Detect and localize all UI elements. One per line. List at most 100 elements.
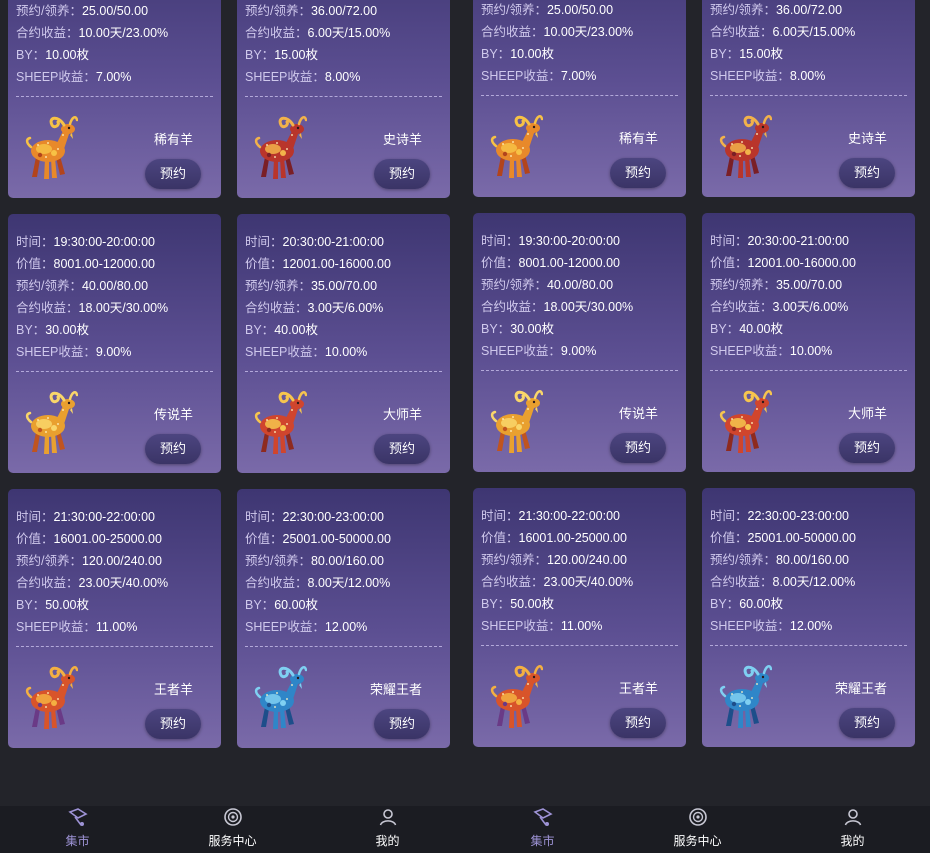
tab-profile[interactable]: 我的 <box>310 806 465 853</box>
by-value: 15.00枚 <box>274 48 318 62</box>
time-value: 21:30:00-22:00:00 <box>53 510 155 524</box>
reserve-button[interactable]: 预约 <box>374 159 430 189</box>
reserve-button[interactable]: 预约 <box>145 434 201 464</box>
contract-label: 合约收益： <box>710 25 773 39</box>
time-label: 时间： <box>481 234 519 248</box>
value-row: 价值：25001.00-50000.00 <box>245 528 442 550</box>
dashed-divider <box>481 645 678 646</box>
reserve-label: 预约/领养： <box>16 554 82 568</box>
contract-value: 3.00天/6.00% <box>772 300 849 314</box>
value-label: 价值： <box>710 531 748 545</box>
by-value: 30.00枚 <box>510 322 554 336</box>
sheep-card: 时间： 价值： 预约/领养：36.00/72.00 合约收益：6.00天/15.… <box>702 0 915 197</box>
contract-value: 18.00天/30.00% <box>78 301 169 315</box>
reserve-button[interactable]: 预约 <box>610 708 666 738</box>
contract-label: 合约收益： <box>481 575 544 589</box>
by-value: 15.00枚 <box>739 47 783 61</box>
time-label: 时间： <box>710 234 748 248</box>
reserve-value: 80.00/160.00 <box>310 554 384 568</box>
tab-service-center[interactable]: 服务中心 <box>620 806 775 853</box>
sheep-row: SHEEP收益：11.00% <box>16 616 213 638</box>
card-info: 时间：21:30:00-22:00:00 价值：16001.00-25000.0… <box>481 505 678 637</box>
time-label: 时间： <box>710 509 748 523</box>
by-row: BY：60.00枚 <box>710 593 907 615</box>
reserve-button[interactable]: 预约 <box>145 709 201 739</box>
contract-value: 10.00天/23.00% <box>543 25 634 39</box>
by-label: BY： <box>710 322 740 336</box>
value-label: 价值： <box>245 532 283 546</box>
contract-value: 8.00天/12.00% <box>307 576 391 590</box>
tab-market[interactable]: 集市 <box>0 806 155 853</box>
sheep-name: 稀有羊 <box>153 132 193 147</box>
reserve-button[interactable]: 预约 <box>145 159 201 189</box>
reserve-value: 25.00/50.00 <box>81 4 149 18</box>
by-row: BY：10.00枚 <box>16 44 213 66</box>
value-row: 价值：12001.00-16000.00 <box>245 253 442 275</box>
sheep-name: 传说羊 <box>618 406 658 421</box>
time-row: 时间：20:30:00-21:00:00 <box>245 231 442 253</box>
by-row: BY：10.00枚 <box>481 43 678 65</box>
sheep-value: 10.00% <box>789 344 833 358</box>
reserve-row: 预约/领养：25.00/50.00 <box>481 0 678 21</box>
sheep-value: 8.00% <box>789 69 826 83</box>
screen-right: 时间： 价值： 预约/领养：25.00/50.00 合约收益：10.00天/23… <box>465 0 930 853</box>
sheep-icon <box>254 391 307 454</box>
reserve-button[interactable]: 预约 <box>374 434 430 464</box>
card-info: 时间：20:30:00-21:00:00 价值：12001.00-16000.0… <box>245 231 442 363</box>
value-value: 25001.00-50000.00 <box>282 532 391 546</box>
sheep-card: 时间：19:30:00-20:00:00 价值：8001.00-12000.00… <box>8 214 221 473</box>
sheep-icon <box>25 391 78 454</box>
sheep-row: SHEEP收益：12.00% <box>245 616 442 638</box>
reserve-label: 预约/领养： <box>481 278 547 292</box>
reserve-row: 预约/领养：40.00/80.00 <box>16 275 213 297</box>
sheep-label: SHEEP收益： <box>710 344 790 358</box>
contract-value: 6.00天/15.00% <box>772 25 856 39</box>
by-label: BY： <box>245 48 275 62</box>
sheep-name: 传说羊 <box>153 407 193 422</box>
reserve-row: 预约/领养：35.00/70.00 <box>710 274 907 296</box>
time-value: 20:30:00-21:00:00 <box>282 235 384 249</box>
reserve-button[interactable]: 预约 <box>839 433 895 463</box>
sheep-name: 大师羊 <box>382 407 422 422</box>
sheep-row: SHEEP收益：9.00% <box>481 340 678 362</box>
tab-profile[interactable]: 我的 <box>775 806 930 853</box>
reserve-button[interactable]: 预约 <box>374 709 430 739</box>
sheep-name: 大师羊 <box>847 406 887 421</box>
contract-row: 合约收益：10.00天/23.00% <box>481 21 678 43</box>
reserve-button[interactable]: 预约 <box>610 433 666 463</box>
tab-service-center[interactable]: 服务中心 <box>155 806 310 853</box>
tab-market[interactable]: 集市 <box>465 806 620 853</box>
time-row: 时间：20:30:00-21:00:00 <box>710 230 907 252</box>
by-value: 60.00枚 <box>274 598 318 612</box>
sheep-label: SHEEP收益： <box>481 69 561 83</box>
sheep-label: SHEEP收益： <box>245 70 325 84</box>
by-value: 30.00枚 <box>45 323 89 337</box>
reserve-label: 预约/领养： <box>710 553 776 567</box>
sheep-name: 稀有羊 <box>618 131 658 146</box>
reserve-button[interactable]: 预约 <box>839 158 895 188</box>
by-row: BY：40.00枚 <box>710 318 907 340</box>
sheep-label: SHEEP收益： <box>481 344 561 358</box>
by-label: BY： <box>245 323 275 337</box>
reserve-label: 预约/领养： <box>245 4 311 18</box>
reserve-row: 预约/领养：120.00/240.00 <box>16 550 213 572</box>
contract-row: 合约收益：18.00天/30.00% <box>16 297 213 319</box>
reserve-value: 35.00/70.00 <box>310 279 378 293</box>
contract-label: 合约收益： <box>710 575 773 589</box>
reserve-row: 预约/领养：40.00/80.00 <box>481 274 678 296</box>
sheep-name: 王者羊 <box>153 682 193 697</box>
contract-row: 合约收益：8.00天/12.00% <box>710 571 907 593</box>
reserve-button[interactable]: 预约 <box>839 708 895 738</box>
by-row: BY：50.00枚 <box>481 593 678 615</box>
time-value: 22:30:00-23:00:00 <box>747 509 849 523</box>
sheep-value: 11.00% <box>560 619 603 633</box>
dashed-divider <box>481 370 678 371</box>
value-value: 8001.00-12000.00 <box>518 256 620 270</box>
contract-label: 合约收益： <box>245 576 308 590</box>
contract-label: 合约收益： <box>245 301 308 315</box>
reserve-button[interactable]: 预约 <box>610 158 666 188</box>
reserve-value: 80.00/160.00 <box>775 553 849 567</box>
sheep-row: SHEEP收益：9.00% <box>16 341 213 363</box>
card-info: 时间： 价值： 预约/领养：25.00/50.00 合约收益：10.00天/23… <box>481 0 678 87</box>
card-info: 时间：21:30:00-22:00:00 价值：16001.00-25000.0… <box>16 506 213 638</box>
